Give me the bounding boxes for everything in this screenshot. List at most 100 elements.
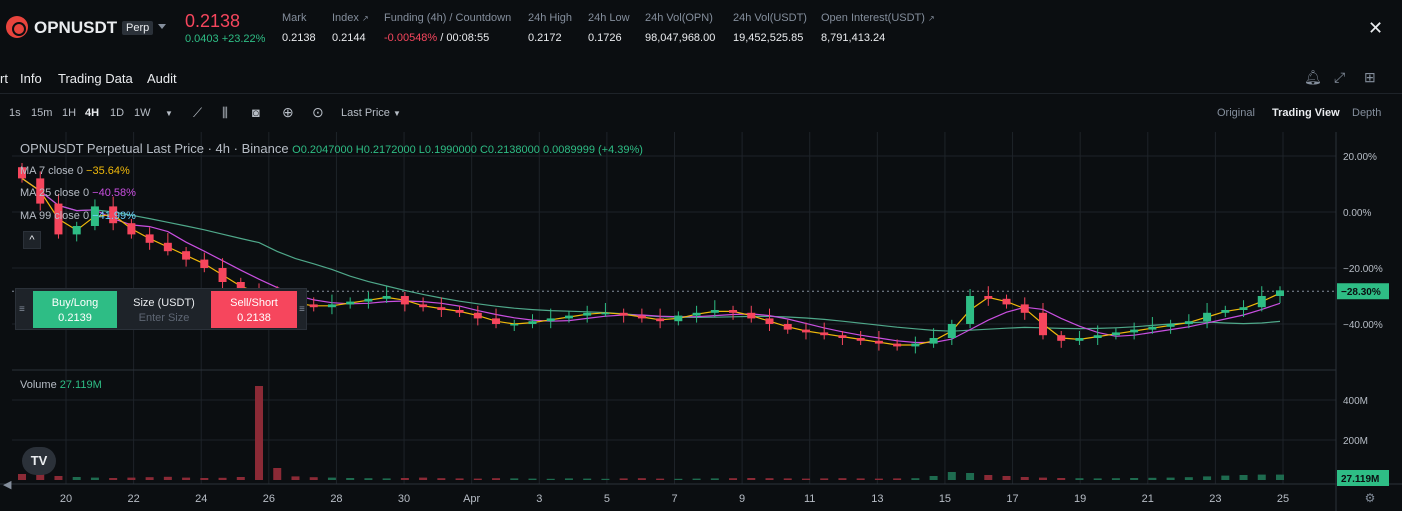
candle-type-icon[interactable]: ⫼: [222, 105, 228, 120]
volume-badge-bg: [1337, 470, 1389, 486]
volume-bar: [546, 478, 555, 480]
time-tick-label: 26: [263, 493, 275, 505]
drag-handle-icon[interactable]: ≡: [19, 304, 25, 315]
interval-1d[interactable]: 1D: [110, 107, 125, 119]
tab-audit[interactable]: Audit: [147, 71, 177, 86]
stat-label: Index ↗: [332, 12, 369, 24]
candle: [984, 296, 993, 299]
volume-bar: [747, 478, 756, 480]
candle: [838, 335, 847, 338]
ma25-line: [21, 177, 1281, 344]
candle: [729, 310, 738, 313]
candle: [1184, 321, 1193, 324]
volume-bar: [127, 477, 136, 480]
collapse-legend-icon[interactable]: ^: [23, 231, 41, 249]
volume-bar: [419, 477, 428, 480]
buy-label: Buy/Long: [51, 297, 99, 309]
stat-value: 0.2172: [528, 32, 562, 44]
candle: [1166, 324, 1175, 327]
volume-bar: [182, 477, 191, 480]
expand-icon[interactable]: ⤢: [1334, 69, 1346, 85]
volume-bar: [619, 478, 628, 480]
time-tick-label: 25: [1277, 493, 1289, 505]
time-tick-label: 5: [604, 493, 610, 505]
symbol-name[interactable]: OPNUSDT: [34, 18, 118, 37]
more-icon[interactable]: ≡: [299, 304, 305, 315]
stat-label: 24h Vol(USDT): [733, 12, 807, 24]
sell-short-button[interactable]: Sell/Short 0.2138: [211, 291, 297, 328]
volume-bar: [1203, 476, 1212, 480]
stat-label: Funding (4h) / Countdown: [384, 12, 512, 24]
candle: [929, 338, 938, 344]
price-tick-label: 0.00%: [1343, 208, 1371, 219]
candle: [692, 312, 701, 316]
volume-bar: [18, 474, 26, 480]
volume-bar: [1148, 477, 1157, 480]
view-depth[interactable]: Depth: [1352, 107, 1382, 119]
time-tick-label: 9: [739, 493, 745, 505]
candle: [473, 312, 482, 319]
ma7-legend[interactable]: MA 7 close 0 −35.64%: [20, 165, 130, 177]
tab-trading-data[interactable]: Trading Data: [58, 71, 133, 86]
current-price-badge: −28.30%: [1341, 287, 1381, 298]
settings-icon[interactable]: ⊙: [312, 104, 324, 120]
candle: [947, 324, 956, 338]
price-tick-label: −40.00%: [1343, 320, 1383, 331]
bell-icon[interactable]: 🔔︎: [1304, 69, 1322, 85]
volume-bar: [765, 478, 774, 480]
current-price-badge-bg: [1337, 283, 1389, 300]
tab-info[interactable]: Info: [20, 71, 42, 86]
stat-24h-high: 24h High 0.2172: [528, 12, 572, 44]
time-tick-label: 7: [671, 493, 677, 505]
symbol-dropdown-icon[interactable]: [158, 24, 166, 29]
volume-bar: [729, 478, 738, 480]
interval-1s[interactable]: 1s: [9, 107, 21, 119]
candle: [747, 312, 756, 319]
candle: [856, 338, 865, 341]
candle: [72, 226, 81, 235]
price-chart[interactable]: 20.00% 0.00% −20.00% −40.00% −28.30% 400M 200M…: [0, 132, 1402, 511]
volume-bar: [783, 478, 792, 480]
indicator-icon[interactable]: ⟋: [193, 105, 203, 120]
scroll-left-icon[interactable]: ◀: [3, 479, 12, 491]
camera-icon[interactable]: ◙: [252, 105, 260, 120]
view-trading-view[interactable]: Trading View: [1272, 107, 1340, 119]
candle: [437, 307, 446, 310]
interval-15m[interactable]: 15m: [31, 107, 53, 119]
volume-bar: [400, 478, 409, 480]
volume-bar: [893, 478, 902, 480]
candle: [455, 310, 464, 313]
stat-open-interest[interactable]: Open Interest(USDT) ↗ 8,791,413.24: [821, 12, 935, 44]
stat-index[interactable]: Index ↗ 0.2144: [332, 12, 369, 44]
close-icon[interactable]: ✕: [1368, 18, 1384, 38]
candle: [1020, 304, 1029, 313]
interval-dropdown-icon[interactable]: ▼: [165, 109, 173, 118]
candle: [546, 318, 555, 322]
time-tick-label: Apr: [463, 493, 480, 505]
volume-bar: [218, 477, 227, 480]
volume-bar: [1276, 474, 1284, 480]
candle: [1111, 332, 1120, 336]
stat-value: 0.1726: [588, 32, 622, 44]
layout-grid-icon[interactable]: ⊞: [1364, 69, 1376, 85]
ma25-path: [21, 177, 1281, 344]
interval-1w[interactable]: 1W: [134, 107, 151, 119]
volume-bar: [1111, 478, 1120, 480]
price-type-select[interactable]: Last Price ▼: [341, 107, 401, 119]
interval-1h[interactable]: 1H: [62, 107, 77, 119]
tab-chart[interactable]: rt: [0, 71, 8, 86]
add-indicator-icon[interactable]: ⊕: [282, 104, 294, 120]
interval-4h[interactable]: 4H: [85, 107, 100, 119]
volume-bar: [820, 478, 829, 480]
chart-title: OPNUSDT Perpetual Last Price · 4h · Bina…: [20, 141, 289, 156]
size-input[interactable]: Size (USDT) Enter Size: [119, 291, 209, 328]
stat-value: 8,791,413.24: [821, 32, 886, 44]
tradingview-logo-icon[interactable]: TV: [22, 447, 56, 475]
candle: [1038, 312, 1047, 336]
ma25-legend[interactable]: MA 25 close 0 −40.58%: [20, 187, 136, 199]
ma99-legend[interactable]: MA 99 close 0 −41.99%: [20, 210, 136, 222]
view-original[interactable]: Original: [1217, 107, 1255, 119]
candle: [236, 282, 245, 291]
buy-long-button[interactable]: Buy/Long 0.2139: [33, 291, 117, 328]
stat-mark: Mark 0.2138: [282, 12, 316, 44]
